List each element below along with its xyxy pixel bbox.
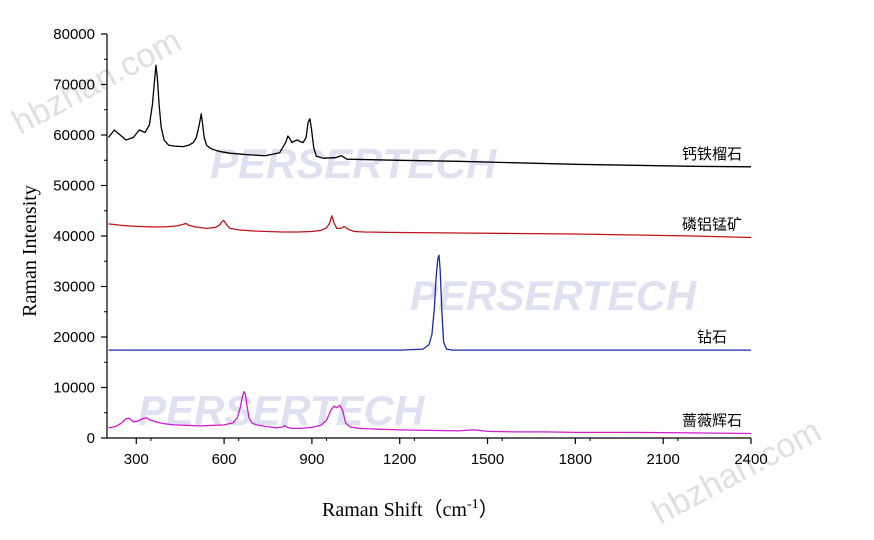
y-tick-label: 50000 — [53, 178, 95, 195]
series-line-1 — [108, 215, 752, 239]
series-label-1: 磷铝锰矿 — [682, 216, 742, 234]
site-watermark-right: hbzhan.com — [646, 412, 827, 533]
series-line-3 — [108, 390, 752, 435]
y-axis-ticks: 0 10000 20000 30000 40000 50000 60000 70000 8000… — [53, 26, 107, 447]
y-axis-title: Raman Intensity — [19, 185, 41, 317]
y-tick-label: 30000 — [53, 279, 95, 296]
brand-watermark-top: PERSERTECH — [210, 140, 498, 187]
x-axis-ticks: 300 600 900 1200 1500 1800 2100 2400 — [124, 438, 768, 468]
site-watermark-left: hbzhan.com — [6, 22, 187, 143]
x-axis-title: Raman Shift（cm-1） — [322, 497, 499, 521]
series-label-2: 钻石 — [697, 328, 727, 346]
x-tick-label: 2100 — [646, 451, 679, 468]
series-label-3: 蔷薇辉石 — [682, 411, 742, 429]
x-tick-label: 2400 — [734, 451, 767, 468]
y-tick-label: 20000 — [53, 329, 95, 346]
x-axis-title-superscript: -1 — [467, 497, 479, 512]
x-tick-label: 1200 — [383, 451, 416, 468]
x-tick-label: 1800 — [559, 451, 592, 468]
y-tick-label: 70000 — [53, 77, 95, 94]
x-tick-label: 900 — [299, 451, 324, 468]
y-tick-label: 0 — [87, 430, 95, 447]
series-line-0 — [107, 64, 752, 168]
y-tick-label: 10000 — [53, 380, 95, 397]
x-tick-label: 300 — [124, 451, 149, 468]
brand-watermark-bottom: PERSERTECH — [138, 387, 426, 434]
brand-watermark-middle: PERSERTECH — [410, 272, 698, 319]
y-tick-label: 80000 — [53, 26, 95, 43]
y-tick-label: 60000 — [53, 127, 95, 144]
series-label-0: 钙铁榴石 — [682, 145, 742, 163]
x-axis-title-main: Raman Shift（cm — [322, 498, 467, 521]
x-axis-title-close: ） — [479, 498, 499, 521]
y-tick-label: 40000 — [53, 228, 95, 245]
x-tick-label: 600 — [212, 451, 237, 468]
series-line-2 — [108, 254, 751, 351]
x-tick-label: 1500 — [471, 451, 504, 468]
plot-lines — [107, 64, 752, 435]
